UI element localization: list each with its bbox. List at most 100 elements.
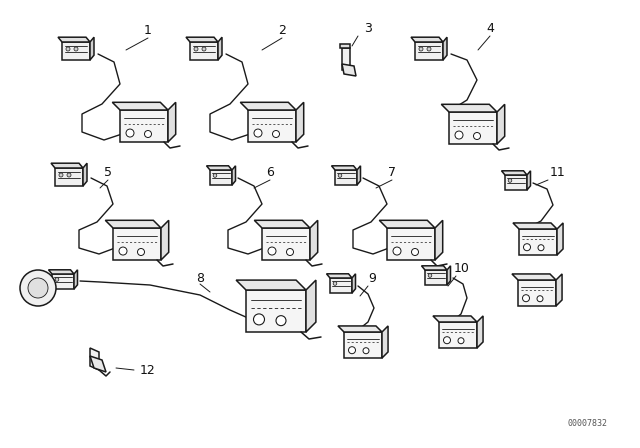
Circle shape bbox=[254, 129, 262, 137]
Polygon shape bbox=[330, 278, 352, 293]
Text: 2: 2 bbox=[278, 23, 286, 36]
Circle shape bbox=[268, 247, 276, 255]
Polygon shape bbox=[83, 163, 87, 186]
Circle shape bbox=[508, 179, 512, 182]
Text: 12: 12 bbox=[140, 363, 156, 376]
Polygon shape bbox=[435, 220, 443, 260]
Polygon shape bbox=[433, 316, 477, 322]
Polygon shape bbox=[502, 171, 527, 175]
Circle shape bbox=[458, 338, 464, 344]
Polygon shape bbox=[352, 274, 355, 293]
Polygon shape bbox=[447, 266, 451, 285]
Polygon shape bbox=[236, 280, 306, 290]
Polygon shape bbox=[338, 326, 382, 332]
Circle shape bbox=[138, 249, 145, 255]
Circle shape bbox=[126, 129, 134, 137]
Circle shape bbox=[287, 249, 294, 255]
Polygon shape bbox=[380, 220, 435, 228]
Polygon shape bbox=[518, 280, 556, 306]
Circle shape bbox=[145, 130, 152, 138]
Polygon shape bbox=[190, 42, 218, 60]
Polygon shape bbox=[310, 220, 317, 260]
Polygon shape bbox=[505, 175, 527, 190]
Text: 9: 9 bbox=[368, 271, 376, 284]
Polygon shape bbox=[497, 104, 505, 144]
Polygon shape bbox=[387, 228, 435, 260]
Polygon shape bbox=[254, 220, 310, 228]
Polygon shape bbox=[296, 102, 304, 142]
Polygon shape bbox=[442, 104, 497, 112]
Circle shape bbox=[202, 47, 206, 51]
Polygon shape bbox=[168, 102, 176, 142]
Polygon shape bbox=[557, 223, 563, 255]
Polygon shape bbox=[49, 270, 74, 274]
Circle shape bbox=[474, 133, 481, 139]
Polygon shape bbox=[210, 170, 232, 185]
Polygon shape bbox=[439, 322, 477, 348]
Polygon shape bbox=[186, 37, 218, 42]
Polygon shape bbox=[340, 44, 350, 48]
Circle shape bbox=[349, 347, 355, 354]
Circle shape bbox=[538, 245, 544, 251]
Polygon shape bbox=[332, 166, 357, 170]
Circle shape bbox=[55, 278, 59, 281]
Polygon shape bbox=[58, 37, 90, 42]
Circle shape bbox=[412, 249, 419, 255]
Polygon shape bbox=[425, 270, 447, 285]
Circle shape bbox=[59, 173, 63, 177]
Circle shape bbox=[20, 270, 56, 306]
Polygon shape bbox=[415, 42, 443, 60]
Polygon shape bbox=[90, 356, 106, 372]
Polygon shape bbox=[240, 102, 296, 110]
Polygon shape bbox=[519, 229, 557, 255]
Polygon shape bbox=[90, 348, 99, 370]
Circle shape bbox=[194, 47, 198, 51]
Polygon shape bbox=[411, 37, 443, 42]
Polygon shape bbox=[443, 37, 447, 60]
Polygon shape bbox=[326, 274, 352, 278]
Circle shape bbox=[66, 47, 70, 51]
Text: 6: 6 bbox=[266, 165, 274, 178]
Polygon shape bbox=[342, 64, 356, 76]
Polygon shape bbox=[513, 223, 557, 229]
Polygon shape bbox=[357, 166, 360, 185]
Polygon shape bbox=[449, 112, 497, 144]
Circle shape bbox=[213, 174, 217, 177]
Circle shape bbox=[393, 247, 401, 255]
Circle shape bbox=[28, 278, 48, 298]
Circle shape bbox=[522, 295, 529, 302]
Polygon shape bbox=[335, 170, 357, 185]
Polygon shape bbox=[344, 332, 382, 358]
Circle shape bbox=[455, 131, 463, 139]
Polygon shape bbox=[422, 266, 447, 270]
Polygon shape bbox=[74, 270, 77, 289]
Text: 11: 11 bbox=[550, 165, 566, 178]
Polygon shape bbox=[62, 42, 90, 60]
Circle shape bbox=[67, 173, 71, 177]
Polygon shape bbox=[232, 166, 236, 185]
Polygon shape bbox=[55, 168, 83, 186]
Text: 4: 4 bbox=[486, 22, 494, 34]
Polygon shape bbox=[218, 37, 222, 60]
Circle shape bbox=[276, 316, 286, 326]
Circle shape bbox=[253, 314, 264, 325]
Circle shape bbox=[537, 296, 543, 302]
Polygon shape bbox=[477, 316, 483, 348]
Polygon shape bbox=[90, 37, 94, 60]
Polygon shape bbox=[207, 166, 232, 170]
Circle shape bbox=[119, 247, 127, 255]
Polygon shape bbox=[556, 274, 562, 306]
Polygon shape bbox=[246, 290, 306, 332]
Text: 1: 1 bbox=[144, 23, 152, 36]
Text: 10: 10 bbox=[454, 262, 470, 275]
Circle shape bbox=[427, 47, 431, 51]
Circle shape bbox=[363, 348, 369, 354]
Circle shape bbox=[428, 274, 432, 277]
Circle shape bbox=[419, 47, 423, 51]
Polygon shape bbox=[161, 220, 169, 260]
Text: 5: 5 bbox=[104, 165, 112, 178]
Circle shape bbox=[273, 130, 280, 138]
Circle shape bbox=[74, 47, 78, 51]
Polygon shape bbox=[52, 274, 74, 289]
Polygon shape bbox=[51, 163, 83, 168]
